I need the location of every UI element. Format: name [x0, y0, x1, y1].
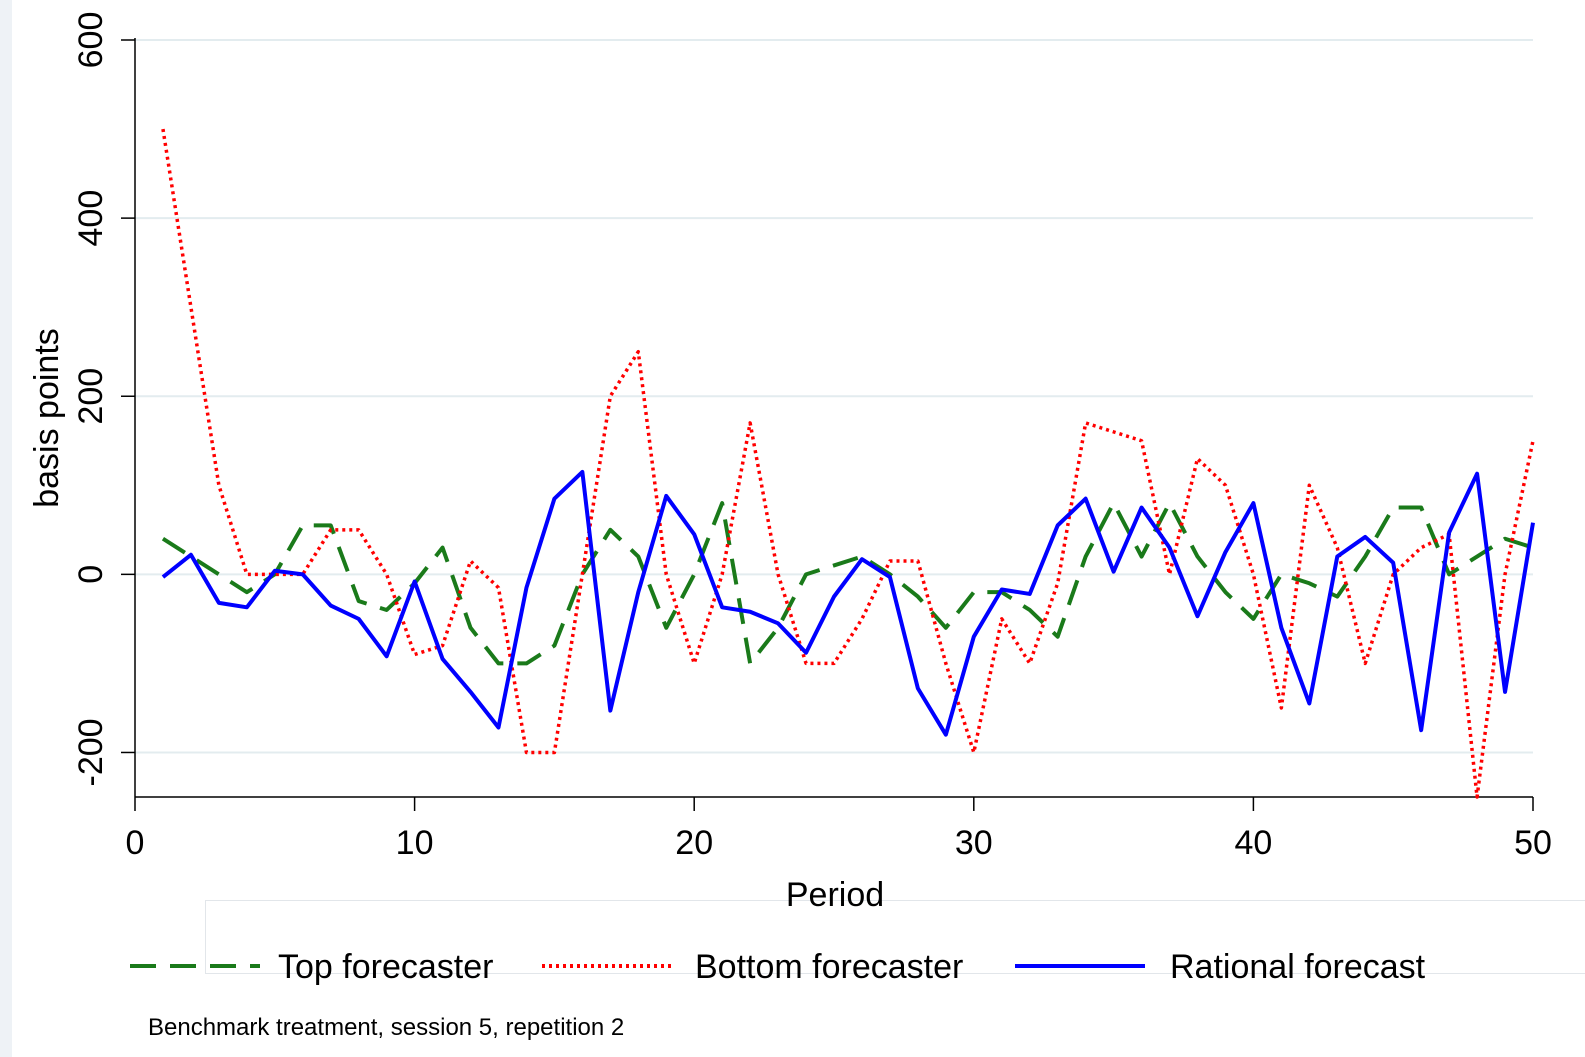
tick-labels: -200 0 200 400 600 0 10 20 30 40 50	[72, 12, 1552, 862]
x-axis-title: Period	[786, 876, 884, 914]
legend-label: Top forecaster	[278, 948, 493, 986]
x-tick-label: 0	[126, 824, 145, 862]
series-lines	[161, 128, 1535, 799]
grid-lines	[135, 39, 1533, 754]
legend: Top forecaster Bottom forecaster Rational …	[130, 948, 1426, 986]
chart-note: Benchmark treatment, session 5, repetiti…	[148, 1014, 625, 1041]
legend-label: Bottom forecaster	[695, 948, 963, 986]
y-tick-label: 200	[72, 368, 110, 425]
y-tick-label: 0	[72, 565, 110, 584]
y-tick-label: 400	[72, 190, 110, 247]
legend-background	[205, 900, 1585, 974]
series-line-rational-forecast	[161, 469, 1535, 737]
x-tick-label: 30	[955, 824, 993, 862]
y-tick-label: 600	[72, 12, 110, 69]
x-tick-label: 20	[675, 824, 713, 862]
axes	[121, 38, 1534, 811]
y-axis-title: basis points	[28, 328, 66, 508]
x-tick-label: 10	[396, 824, 434, 862]
legend-label: Rational forecast	[1170, 948, 1426, 986]
x-tick-label: 50	[1514, 824, 1552, 862]
series-line-bottom-forecaster	[161, 128, 1535, 799]
x-tick-label: 40	[1234, 824, 1272, 862]
series-line-top-forecaster	[161, 501, 1534, 666]
left-frame-strip	[0, 0, 12, 1057]
y-tick-label: -200	[72, 718, 110, 786]
